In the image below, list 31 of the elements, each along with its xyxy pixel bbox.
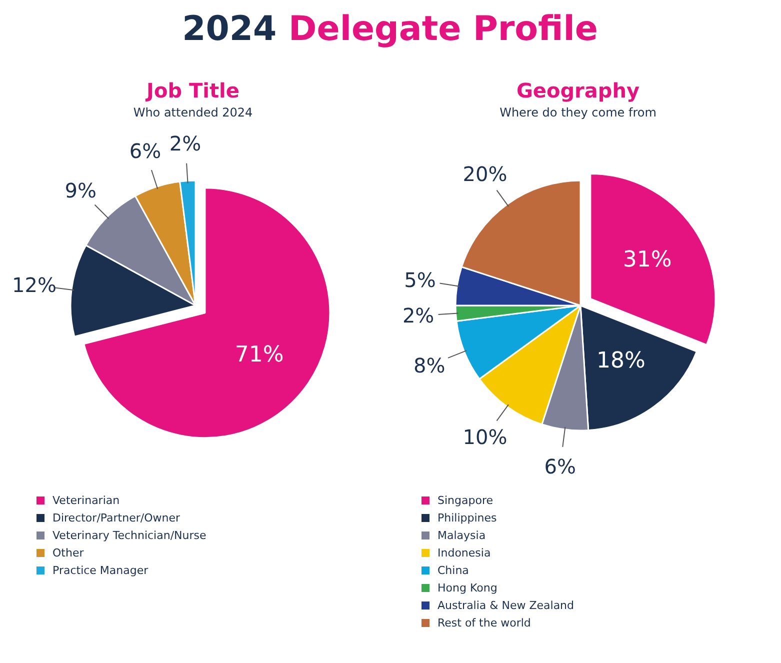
data-label: 2% xyxy=(169,131,202,156)
data-label: 20% xyxy=(462,162,508,186)
data-label: 71% xyxy=(234,342,284,368)
legend-label: Practice Manager xyxy=(52,564,149,577)
legend-label: Singapore xyxy=(438,494,494,507)
legend-label: Indonesia xyxy=(438,546,491,560)
chart-title: Job Title xyxy=(144,78,240,102)
data-label: 5% xyxy=(404,268,436,292)
text: 2024 Delegate Profile xyxy=(182,9,598,49)
chart-title: Geography xyxy=(516,78,640,102)
legend-label: Director/Partner/Owner xyxy=(52,512,180,524)
data-label: 10% xyxy=(462,424,508,449)
legend-label: Australia & New Zealand xyxy=(438,599,574,612)
legend-label: Veterinarian xyxy=(52,494,120,507)
data-label: 6% xyxy=(129,138,162,163)
chart-subtitle: Who attended 2024 xyxy=(133,106,253,120)
legend-label: Veterinary Technician/Nurse xyxy=(52,529,206,542)
data-label: 6% xyxy=(544,454,576,479)
legend-label: Hong Kong xyxy=(438,582,498,594)
data-label: 8% xyxy=(414,353,446,378)
data-label: 9% xyxy=(64,178,96,203)
data-label: 18% xyxy=(596,348,646,374)
legend-label: Philippines xyxy=(438,512,498,524)
legend-label: Malaysia xyxy=(438,529,486,542)
chart-subtitle: Where do they come from xyxy=(500,106,656,120)
data-label: 31% xyxy=(622,248,672,273)
data-label: 12% xyxy=(12,273,57,298)
data-label: 2% xyxy=(402,304,434,328)
legend-label: China xyxy=(438,564,469,577)
legend-label: Other xyxy=(52,546,84,560)
legend-label: Rest of the world xyxy=(438,616,531,630)
